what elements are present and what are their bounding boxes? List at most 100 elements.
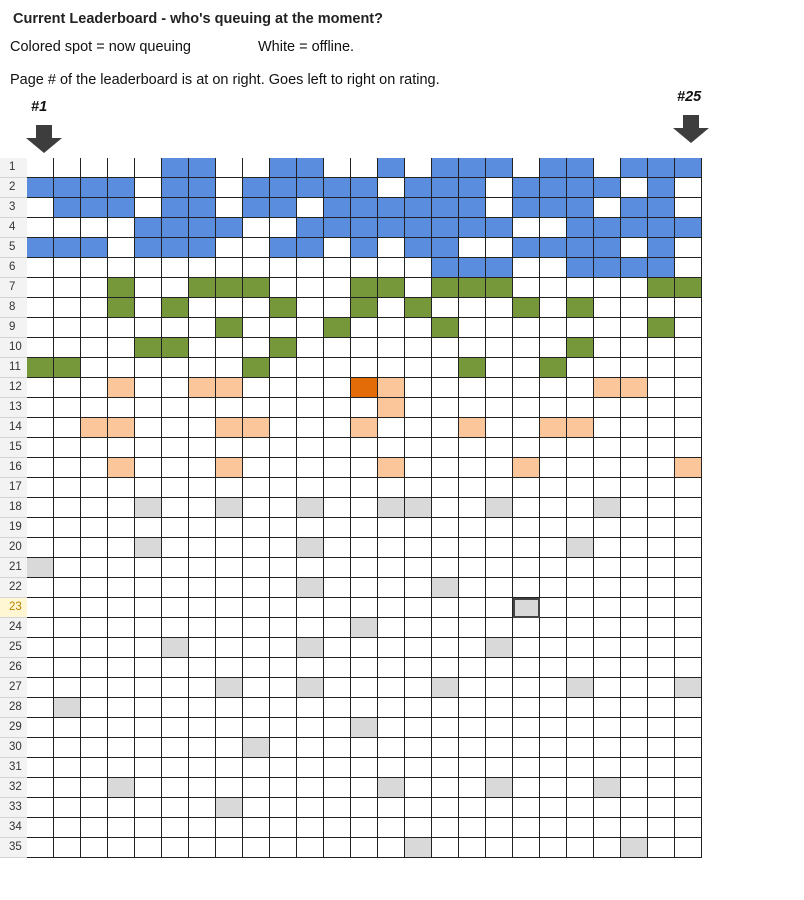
grid-cell[interactable]	[432, 658, 459, 678]
grid-cell[interactable]	[486, 418, 513, 438]
grid-cell[interactable]	[27, 638, 54, 658]
grid-cell[interactable]	[378, 338, 405, 358]
row-header[interactable]: 9	[0, 318, 27, 338]
grid-cell[interactable]	[513, 578, 540, 598]
grid-cell[interactable]	[108, 278, 135, 298]
row-header[interactable]: 4	[0, 218, 27, 238]
row-header[interactable]: 26	[0, 658, 27, 678]
grid-cell[interactable]	[675, 698, 702, 718]
grid-cell[interactable]	[81, 718, 108, 738]
grid-cell[interactable]	[405, 318, 432, 338]
grid-cell[interactable]	[135, 638, 162, 658]
grid-cell[interactable]	[675, 818, 702, 838]
row-header[interactable]: 27	[0, 678, 27, 698]
grid-cell[interactable]	[243, 178, 270, 198]
grid-cell[interactable]	[216, 518, 243, 538]
grid-cell[interactable]	[567, 518, 594, 538]
grid-cell[interactable]	[675, 198, 702, 218]
grid-cell[interactable]	[297, 218, 324, 238]
grid-cell[interactable]	[27, 658, 54, 678]
grid-cell[interactable]	[162, 358, 189, 378]
grid-cell[interactable]	[648, 418, 675, 438]
grid-cell[interactable]	[351, 198, 378, 218]
grid-cell[interactable]	[135, 738, 162, 758]
grid-cell[interactable]	[324, 538, 351, 558]
grid-cell[interactable]	[405, 198, 432, 218]
grid-cell[interactable]	[405, 478, 432, 498]
grid-cell[interactable]	[189, 838, 216, 858]
grid-cell[interactable]	[432, 358, 459, 378]
grid-cell[interactable]	[648, 398, 675, 418]
grid-cell[interactable]	[216, 238, 243, 258]
grid-cell[interactable]	[594, 158, 621, 178]
grid-cell[interactable]	[675, 658, 702, 678]
row-header[interactable]: 17	[0, 478, 27, 498]
grid-cell[interactable]	[567, 258, 594, 278]
grid-cell[interactable]	[459, 358, 486, 378]
grid-cell[interactable]	[567, 838, 594, 858]
grid-cell[interactable]	[378, 758, 405, 778]
grid-cell[interactable]	[243, 518, 270, 538]
grid-cell[interactable]	[243, 798, 270, 818]
grid-cell[interactable]	[594, 258, 621, 278]
grid-cell[interactable]	[621, 678, 648, 698]
grid-cell[interactable]	[81, 758, 108, 778]
grid-cell[interactable]	[594, 418, 621, 438]
grid-cell[interactable]	[216, 498, 243, 518]
grid-cell[interactable]	[243, 498, 270, 518]
grid-cell[interactable]	[243, 358, 270, 378]
grid-cell[interactable]	[270, 718, 297, 738]
grid-cell[interactable]	[324, 398, 351, 418]
grid-cell[interactable]	[486, 658, 513, 678]
grid-cell[interactable]	[675, 458, 702, 478]
grid-cell[interactable]	[513, 298, 540, 318]
grid-cell[interactable]	[486, 698, 513, 718]
grid-cell[interactable]	[540, 198, 567, 218]
grid-cell[interactable]	[216, 418, 243, 438]
grid-cell[interactable]	[189, 758, 216, 778]
grid-cell[interactable]	[378, 298, 405, 318]
grid-cell[interactable]	[459, 538, 486, 558]
grid-cell[interactable]	[108, 438, 135, 458]
grid-cell[interactable]	[621, 798, 648, 818]
grid-cell[interactable]	[216, 698, 243, 718]
grid-cell[interactable]	[216, 738, 243, 758]
grid-cell[interactable]	[405, 338, 432, 358]
grid-cell[interactable]	[189, 438, 216, 458]
grid-cell[interactable]	[351, 838, 378, 858]
grid-cell[interactable]	[270, 518, 297, 538]
grid-cell[interactable]	[108, 618, 135, 638]
grid-cell[interactable]	[432, 558, 459, 578]
grid-cell[interactable]	[81, 458, 108, 478]
grid-cell[interactable]	[432, 678, 459, 698]
grid-cell[interactable]	[270, 298, 297, 318]
grid-cell[interactable]	[486, 758, 513, 778]
grid-cell[interactable]	[54, 378, 81, 398]
grid-cell[interactable]	[459, 158, 486, 178]
grid-cell[interactable]	[243, 338, 270, 358]
grid-cell[interactable]	[567, 378, 594, 398]
grid-cell[interactable]	[27, 598, 54, 618]
grid-cell[interactable]	[459, 638, 486, 658]
grid-cell[interactable]	[162, 718, 189, 738]
grid-cell[interactable]	[243, 718, 270, 738]
grid-cell[interactable]	[324, 198, 351, 218]
grid-cell[interactable]	[54, 318, 81, 338]
grid-cell[interactable]	[459, 738, 486, 758]
grid-cell[interactable]	[459, 498, 486, 518]
grid-cell[interactable]	[243, 578, 270, 598]
grid-cell[interactable]	[432, 278, 459, 298]
grid-cell[interactable]	[324, 338, 351, 358]
grid-cell[interactable]	[405, 278, 432, 298]
grid-cell[interactable]	[270, 738, 297, 758]
grid-cell[interactable]	[432, 718, 459, 738]
grid-cell[interactable]	[405, 398, 432, 418]
grid-cell[interactable]	[459, 798, 486, 818]
grid-cell[interactable]	[675, 178, 702, 198]
grid-cell[interactable]	[351, 578, 378, 598]
grid-cell[interactable]	[405, 678, 432, 698]
grid-cell[interactable]	[513, 798, 540, 818]
grid-cell[interactable]	[648, 538, 675, 558]
grid-cell[interactable]	[594, 378, 621, 398]
grid-cell[interactable]	[351, 258, 378, 278]
